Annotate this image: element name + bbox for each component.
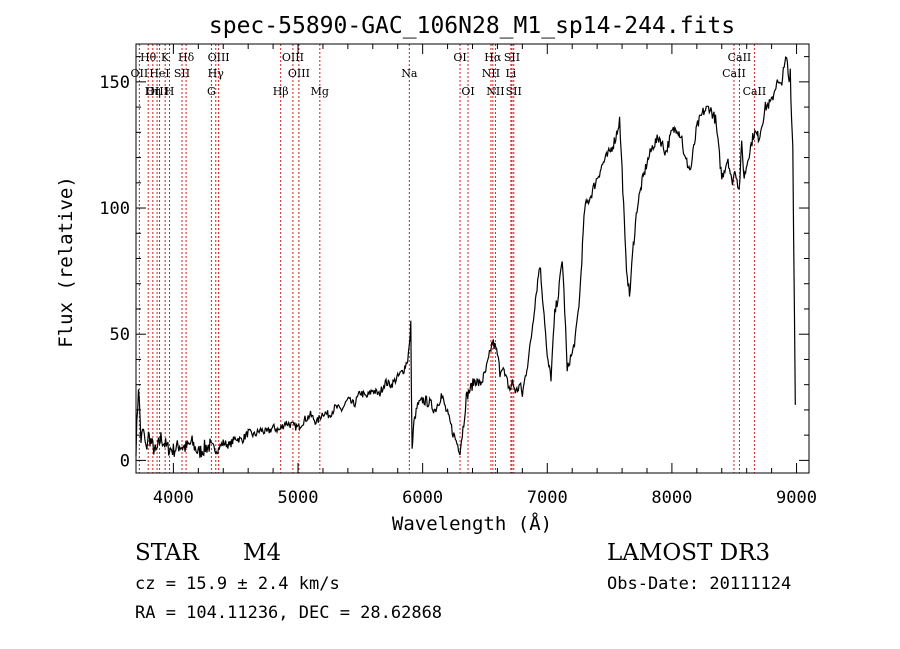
line-marker-label: OIII bbox=[208, 51, 230, 64]
line-marker-label: SII bbox=[504, 51, 520, 64]
line-marker-label: Hβ bbox=[273, 85, 289, 98]
line-marker-label: SII bbox=[174, 67, 190, 80]
line-marker-label: NII bbox=[486, 85, 504, 98]
line-marker-label: Li bbox=[505, 67, 516, 80]
y-tick-label: 150 bbox=[99, 73, 130, 93]
obs-date: Obs-Date: 20111124 bbox=[607, 574, 792, 594]
survey-name: LAMOST DR3 bbox=[607, 540, 771, 566]
line-marker-label: OIII bbox=[282, 51, 304, 64]
line-marker-label: Hθ bbox=[140, 51, 157, 64]
x-tick-label: 8000 bbox=[651, 488, 692, 508]
x-tick-label: 5000 bbox=[278, 488, 319, 508]
line-marker-label: SII bbox=[506, 85, 522, 98]
line-marker-label: H bbox=[165, 85, 175, 98]
x-tick-label: 7000 bbox=[527, 488, 568, 508]
line-markers bbox=[138, 44, 755, 473]
plot-frame bbox=[135, 43, 810, 474]
line-marker-label: HeI bbox=[149, 67, 169, 80]
axis-tick-labels: 4000 5000 6000 7000 8000 9000 0 50 100 150 bbox=[99, 73, 817, 508]
line-marker-label: Hγ bbox=[208, 67, 225, 80]
coordinates: RA = 104.11236, DEC = 28.62868 bbox=[135, 603, 443, 623]
object-subclass: M4 bbox=[243, 540, 282, 566]
line-marker-label: OI bbox=[453, 51, 466, 64]
line-marker-label: G bbox=[207, 85, 216, 98]
redshift-cz: cz = 15.9 ± 2.4 km/s bbox=[135, 574, 340, 594]
line-marker-label: OIII bbox=[146, 85, 168, 98]
line-marker-label: Na bbox=[401, 67, 418, 80]
spectrum-line bbox=[135, 56, 796, 458]
y-tick-label: 100 bbox=[99, 199, 130, 219]
line-marker-label: OI bbox=[461, 85, 474, 98]
chart-title: spec-55890-GAC_106N28_M1_sp14-244.fits bbox=[209, 13, 735, 39]
y-axis-label: Flux (relative) bbox=[55, 176, 77, 348]
line-marker-label: OIII bbox=[288, 67, 310, 80]
line-marker-label: CaII bbox=[743, 85, 767, 98]
line-marker-label: Hδ bbox=[178, 51, 195, 64]
spectrum-chart: spec-55890-GAC_106N28_M1_sp14-244.fits H… bbox=[55, 13, 817, 535]
x-tick-label: 6000 bbox=[402, 488, 443, 508]
line-marker-label: K bbox=[161, 51, 170, 64]
line-marker-label: Hη bbox=[145, 85, 161, 98]
x-tick-label: 9000 bbox=[776, 488, 817, 508]
line-marker-label: OII bbox=[131, 67, 149, 80]
line-marker-label: Mg bbox=[311, 85, 329, 98]
x-tick-label: 4000 bbox=[153, 488, 194, 508]
line-marker-label: Hα bbox=[484, 51, 502, 64]
x-axis-label: Wavelength (Å) bbox=[392, 512, 552, 535]
object-class: STAR bbox=[135, 540, 199, 566]
line-marker-label: CaII bbox=[722, 67, 746, 80]
line-marker-label: CaII bbox=[728, 51, 752, 64]
axis-ticks bbox=[136, 44, 809, 473]
line-marker-label: NII bbox=[482, 67, 500, 80]
y-tick-label: 0 bbox=[120, 451, 130, 471]
y-tick-label: 50 bbox=[110, 325, 130, 345]
